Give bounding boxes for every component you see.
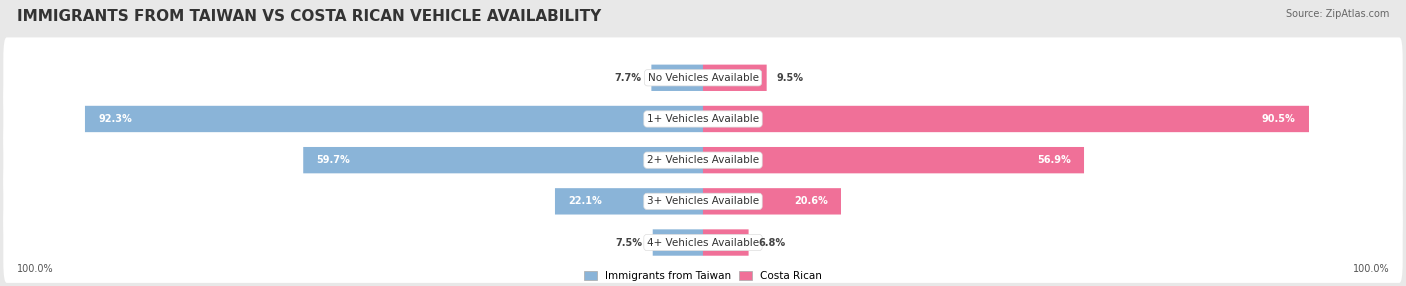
Text: 2+ Vehicles Available: 2+ Vehicles Available bbox=[647, 155, 759, 165]
FancyBboxPatch shape bbox=[703, 65, 766, 91]
Text: 22.1%: 22.1% bbox=[568, 196, 602, 206]
FancyBboxPatch shape bbox=[3, 202, 1403, 283]
Text: 9.5%: 9.5% bbox=[776, 73, 804, 83]
Text: No Vehicles Available: No Vehicles Available bbox=[648, 73, 758, 83]
Text: 59.7%: 59.7% bbox=[316, 155, 350, 165]
Text: 100.0%: 100.0% bbox=[17, 264, 53, 274]
Legend: Immigrants from Taiwan, Costa Rican: Immigrants from Taiwan, Costa Rican bbox=[583, 271, 823, 281]
FancyBboxPatch shape bbox=[3, 120, 1403, 200]
FancyBboxPatch shape bbox=[652, 229, 703, 256]
FancyBboxPatch shape bbox=[703, 188, 841, 214]
Text: 1+ Vehicles Available: 1+ Vehicles Available bbox=[647, 114, 759, 124]
FancyBboxPatch shape bbox=[84, 106, 703, 132]
Text: 90.5%: 90.5% bbox=[1261, 114, 1295, 124]
Text: 100.0%: 100.0% bbox=[1353, 264, 1389, 274]
FancyBboxPatch shape bbox=[3, 79, 1403, 159]
FancyBboxPatch shape bbox=[703, 229, 748, 256]
Text: Source: ZipAtlas.com: Source: ZipAtlas.com bbox=[1285, 9, 1389, 19]
Text: 4+ Vehicles Available: 4+ Vehicles Available bbox=[647, 238, 759, 247]
Text: 7.7%: 7.7% bbox=[614, 73, 641, 83]
Text: 3+ Vehicles Available: 3+ Vehicles Available bbox=[647, 196, 759, 206]
FancyBboxPatch shape bbox=[555, 188, 703, 214]
FancyBboxPatch shape bbox=[304, 147, 703, 173]
Text: 7.5%: 7.5% bbox=[616, 238, 643, 247]
Text: 20.6%: 20.6% bbox=[794, 196, 828, 206]
FancyBboxPatch shape bbox=[703, 106, 1309, 132]
Text: IMMIGRANTS FROM TAIWAN VS COSTA RICAN VEHICLE AVAILABILITY: IMMIGRANTS FROM TAIWAN VS COSTA RICAN VE… bbox=[17, 9, 602, 23]
FancyBboxPatch shape bbox=[3, 37, 1403, 118]
Text: 56.9%: 56.9% bbox=[1036, 155, 1070, 165]
FancyBboxPatch shape bbox=[3, 161, 1403, 242]
Text: 6.8%: 6.8% bbox=[759, 238, 786, 247]
FancyBboxPatch shape bbox=[703, 147, 1084, 173]
FancyBboxPatch shape bbox=[651, 65, 703, 91]
Text: 92.3%: 92.3% bbox=[98, 114, 132, 124]
